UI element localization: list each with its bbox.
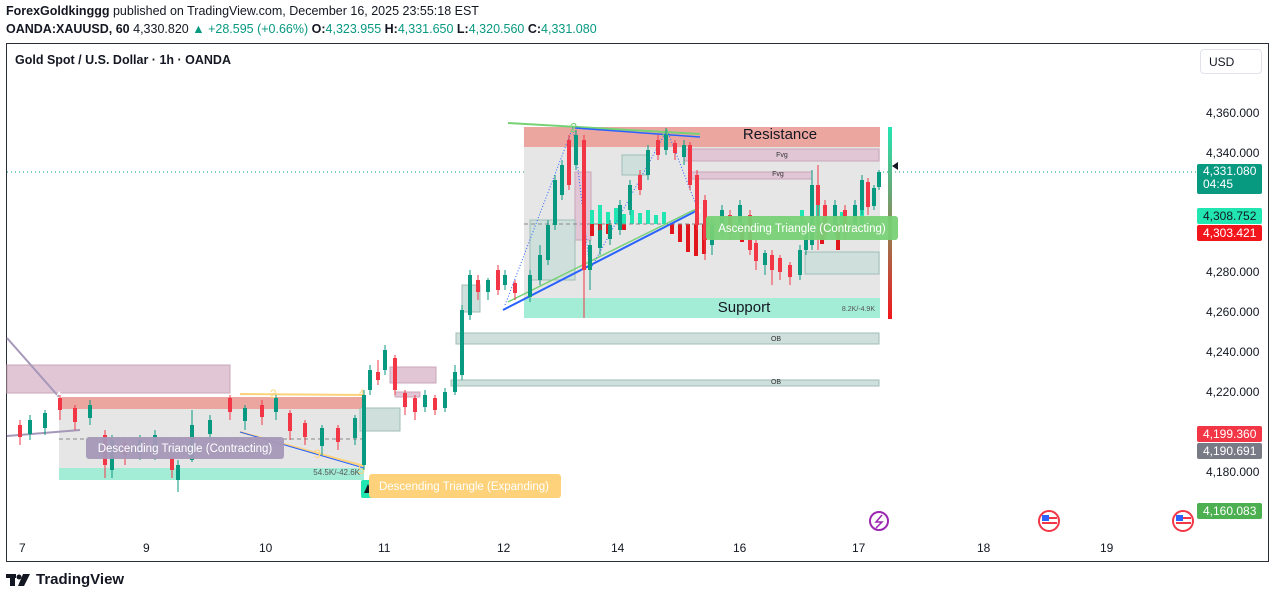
time-axis-label: 16 <box>733 541 747 555</box>
support-label: Support <box>718 299 771 316</box>
low-value: 4,320.560 <box>468 22 525 36</box>
price-change: +28.595 (+0.66%) <box>208 22 309 36</box>
up-arrow-icon: ▲ <box>192 22 205 36</box>
price-tag-aqua: 4,308.752 <box>1197 208 1262 224</box>
time-axis-label: 7 <box>19 541 26 555</box>
price-tag-red-2: 4,199.360 <box>1197 426 1262 442</box>
low-label: L: <box>456 22 469 36</box>
fvg-zone-left <box>6 364 231 394</box>
tradingview-logo-icon <box>6 573 30 586</box>
time-axis-label: 10 <box>259 541 273 555</box>
price-tag-green: 4,160.083 <box>1197 503 1262 519</box>
price-axis-label: 4,240.000 <box>1206 345 1260 359</box>
svg-text:5: 5 <box>358 463 365 477</box>
price-axis-label: 4,220.000 <box>1206 385 1260 399</box>
author-name[interactable]: ForexGoldkinggg <box>6 4 110 18</box>
bar-countdown: 04:45 <box>1203 177 1234 191</box>
chart-title: Gold Spot / U.S. Dollar · 1h · OANDA <box>15 53 231 67</box>
descending-triangle-expanding-label: Descending Triangle (Expanding) <box>379 481 549 493</box>
ob-label-2: OB <box>771 379 781 386</box>
high-value: 4,331.650 <box>397 22 454 36</box>
price-axis-label: 4,180.000 <box>1206 465 1260 479</box>
price-axis-label: 4,360.000 <box>1206 106 1260 120</box>
open-label: O: <box>311 22 326 36</box>
svg-text:4: 4 <box>55 389 62 403</box>
us-flag-event-icon-2 <box>1172 510 1194 532</box>
price-axis-label: 4,260.000 <box>1206 305 1260 319</box>
svg-text:2: 2 <box>570 120 577 135</box>
time-axis-label: 9 <box>143 541 150 555</box>
time-axis-label: 11 <box>378 541 391 555</box>
time-axis-label: 19 <box>1100 541 1114 555</box>
chart-frame[interactable] <box>6 43 1269 562</box>
lightning-event-icon <box>869 511 889 531</box>
ob-label-1: OB <box>771 336 781 343</box>
price-tag-red: 4,303.421 <box>1197 225 1262 241</box>
volume-left-label: 54.5K/-42.6K <box>313 468 360 477</box>
resistance-label: Resistance <box>743 126 817 143</box>
tradingview-logo[interactable]: TradingView <box>6 571 124 588</box>
current-price-marker-icon <box>892 162 898 170</box>
candles <box>18 128 881 492</box>
fvg-label-1: Fvg <box>776 152 788 159</box>
current-price-tag: 4,331.080 04:45 <box>1197 164 1262 194</box>
symbol: OANDA:XAUUSD, 60 <box>6 22 130 36</box>
price-tag-gray: 4,190.691 <box>1197 443 1262 459</box>
high-label: H: <box>384 22 398 36</box>
us-flag-event-icon <box>1038 510 1060 532</box>
price-axis-label: 4,280.000 <box>1206 265 1260 279</box>
current-price: 4,331.080 <box>1203 164 1257 178</box>
svg-text:2: 2 <box>270 387 277 401</box>
close-label: C: <box>527 22 542 36</box>
currency-button[interactable]: USD <box>1200 49 1262 74</box>
tradingview-logo-text: TradingView <box>36 571 125 588</box>
descending-triangle-contracting-label: Descending Triangle (Contracting) <box>98 443 273 455</box>
svg-text:4: 4 <box>358 387 365 401</box>
close-value: 4,331.080 <box>541 22 597 36</box>
time-axis-label: 14 <box>611 541 625 555</box>
ascending-triangle-label: Ascending Triangle (Contracting) <box>718 223 886 235</box>
price-axis-label: 4,340.000 <box>1206 146 1260 160</box>
publish-text: published on TradingView.com, December 1… <box>112 4 479 18</box>
svg-text:3: 3 <box>314 447 321 461</box>
time-axis-label: 17 <box>852 541 866 555</box>
last-price: 4,330.820 <box>133 22 189 36</box>
fvg-label-2: Fvg <box>772 171 784 178</box>
volume-right-label: 8.2K/-4.9K <box>842 306 875 313</box>
time-axis-label: 18 <box>977 541 991 555</box>
publish-info: ForexGoldkinggg published on TradingView… <box>6 4 479 18</box>
symbol-info: OANDA:XAUUSD, 60 4,330.820 ▲ +28.595 (+0… <box>6 22 597 36</box>
open-value: 4,323.955 <box>325 22 382 36</box>
time-axis-label: 12 <box>497 541 511 555</box>
